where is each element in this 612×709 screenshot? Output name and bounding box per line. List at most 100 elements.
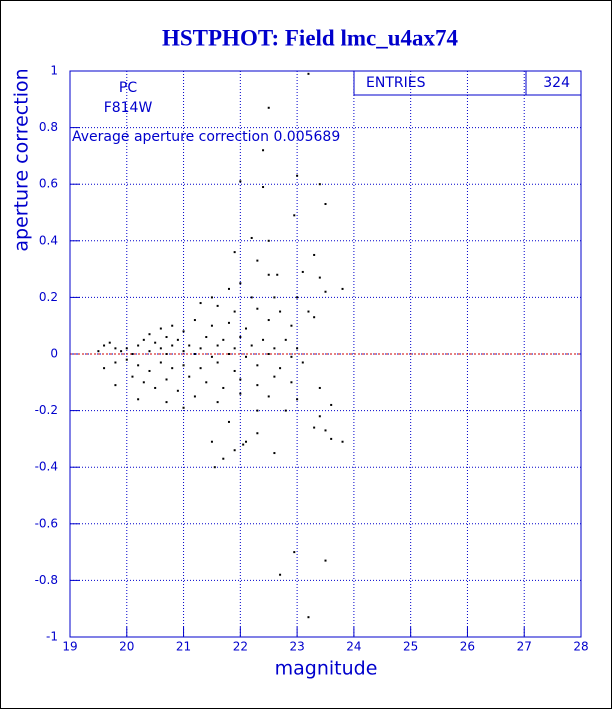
point (165, 353, 168, 355)
point (165, 378, 168, 381)
point (154, 386, 157, 389)
x-tick-label: 27 (517, 640, 532, 654)
x-tick-label: 23 (289, 640, 304, 654)
point (176, 389, 179, 392)
point (159, 327, 162, 330)
point (227, 321, 230, 324)
point (239, 180, 242, 183)
point (324, 429, 327, 432)
annotation: F814W (104, 100, 153, 116)
point (182, 350, 185, 353)
point (290, 381, 293, 384)
point (176, 338, 179, 341)
point (222, 386, 225, 389)
point (250, 236, 253, 239)
point (279, 310, 282, 313)
point (239, 392, 242, 395)
point (199, 302, 202, 305)
y-tick-label: -0.6 (35, 516, 58, 530)
point (267, 273, 270, 276)
point (182, 364, 185, 367)
point (296, 398, 299, 401)
point (205, 336, 208, 339)
point (296, 347, 299, 350)
y-tick-label: -0.4 (35, 460, 58, 474)
x-tick-label: 22 (233, 640, 248, 654)
point (182, 406, 185, 409)
point (293, 551, 296, 554)
point (273, 375, 276, 378)
point (313, 426, 316, 429)
point (233, 449, 236, 452)
point (159, 347, 162, 350)
point (273, 347, 276, 350)
point (125, 358, 128, 361)
point (227, 420, 230, 423)
point (267, 353, 270, 355)
point (165, 336, 168, 339)
point (318, 183, 321, 186)
point (171, 367, 174, 370)
point (239, 282, 242, 285)
point (114, 384, 117, 387)
y-tick-label: 1 (50, 64, 58, 78)
point (256, 432, 259, 435)
point (262, 186, 265, 189)
point (210, 324, 213, 327)
point (239, 336, 242, 339)
point (313, 316, 316, 319)
y-tick-label: -0.2 (35, 403, 58, 417)
point (279, 367, 282, 370)
point (131, 353, 134, 355)
stats-label: ENTRIES (366, 75, 426, 91)
y-tick-label: -1 (46, 630, 58, 644)
point (193, 353, 196, 355)
point (318, 415, 321, 418)
point (245, 440, 248, 443)
point (301, 361, 304, 364)
x-tick-label: 19 (62, 640, 77, 654)
point (296, 174, 299, 177)
point (216, 401, 219, 404)
y-tick-label: -0.8 (35, 573, 58, 587)
point (250, 344, 253, 347)
point (256, 409, 259, 412)
point (142, 338, 145, 341)
point (114, 347, 117, 350)
point (324, 559, 327, 562)
x-tick-label: 20 (119, 640, 134, 654)
x-axis-label: magnitude (275, 658, 378, 680)
x-tick-label: 25 (403, 640, 418, 654)
point (284, 338, 287, 341)
point (276, 273, 279, 276)
point (330, 403, 333, 406)
point (279, 573, 282, 576)
point (108, 341, 111, 344)
annotation: PC (119, 80, 137, 96)
point (165, 401, 168, 404)
point (239, 378, 242, 381)
point (307, 616, 310, 619)
point (256, 364, 259, 367)
point (171, 324, 174, 327)
point (193, 319, 196, 322)
point (324, 290, 327, 293)
point (114, 361, 117, 364)
point (137, 344, 140, 347)
point (171, 344, 174, 347)
point (313, 253, 316, 256)
point (250, 296, 253, 299)
point (222, 338, 225, 341)
point (256, 259, 259, 262)
point (199, 367, 202, 370)
point (233, 347, 236, 350)
point (341, 440, 344, 443)
y-tick-label: 0 (50, 347, 58, 361)
point (233, 251, 236, 254)
point (245, 327, 248, 330)
y-tick-label: 0.8 (39, 120, 58, 134)
point (267, 106, 270, 109)
chart-title: HSTPHOT: Field lmc_u4ax74 (162, 25, 459, 50)
point (154, 341, 157, 344)
